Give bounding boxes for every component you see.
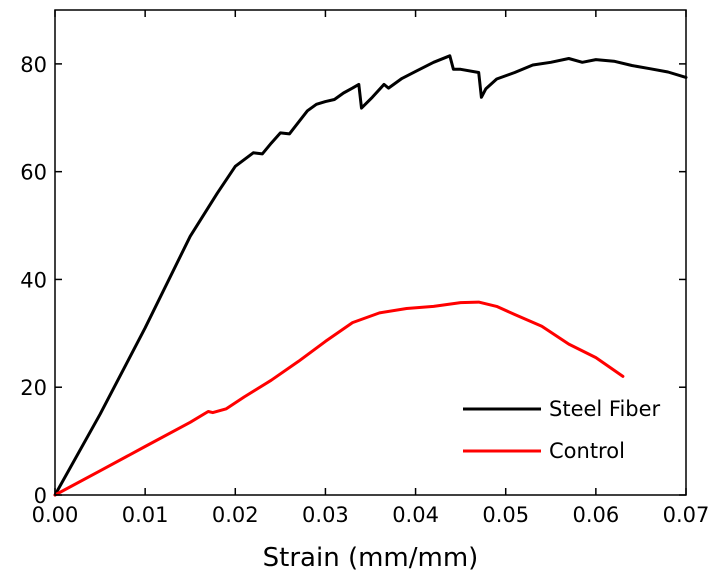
- series-line-control: [53, 300, 625, 497]
- y-tick-label: 80: [20, 53, 47, 77]
- x-tick-label: 0.06: [572, 503, 619, 527]
- x-tick-label: 0.02: [212, 503, 259, 527]
- x-tick-label: 0.01: [122, 503, 169, 527]
- x-axis-label: Strain (mm/mm): [263, 543, 479, 573]
- series-layer: [53, 54, 688, 497]
- axis-ticks: [54, 10, 687, 496]
- legend-label: Control: [549, 439, 625, 463]
- legend: Steel Fiber Control: [463, 397, 661, 463]
- plot-frame: [54, 9, 687, 496]
- x-tick-label: 0.03: [302, 503, 349, 527]
- legend-label: Steel Fiber: [549, 397, 661, 421]
- y-tick-label: 20: [20, 376, 47, 400]
- x-tick-label: 0.04: [392, 503, 439, 527]
- series-line-steel-fiber: [53, 54, 688, 497]
- y-tick-label: 60: [20, 161, 47, 185]
- y-tick-label: 40: [20, 268, 47, 292]
- y-tick-label: 0: [34, 484, 47, 508]
- x-tick-label: 0.07: [663, 503, 710, 527]
- x-tick-label: 0.05: [482, 503, 529, 527]
- x-tick-label: 0.00: [32, 503, 79, 527]
- tick-labels: 0.00 0.01 0.02 0.03 0.04 0.05 0.06 0.07 0 20 40 60 8…: [20, 53, 709, 527]
